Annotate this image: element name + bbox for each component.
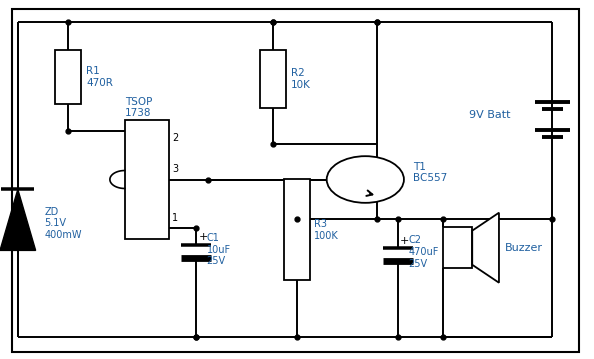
Circle shape [327,156,404,203]
Polygon shape [472,213,499,283]
Bar [125,120,169,239]
Bar [260,50,286,108]
Polygon shape [0,190,36,251]
Text: Buzzer: Buzzer [505,243,543,253]
Bar [443,227,472,269]
Text: T1
BC557: T1 BC557 [413,162,447,183]
Text: ZD
5.1V
400mW: ZD 5.1V 400mW [45,207,82,240]
Text: R3
100K: R3 100K [314,219,339,241]
Text: C2
470uF
25V: C2 470uF 25V [409,236,439,269]
Text: +: + [199,232,208,242]
Text: C1
10uF
25V: C1 10uF 25V [207,233,231,266]
Text: +: + [400,236,409,246]
Bar [284,180,310,280]
Text: 9V Batt: 9V Batt [469,110,511,120]
Bar [55,50,81,104]
Text: TSOP
1738: TSOP 1738 [125,97,152,118]
Text: 1: 1 [172,213,178,223]
Text: R2
10K: R2 10K [291,68,311,90]
Text: R1
470R: R1 470R [86,66,113,88]
Text: 2: 2 [172,133,179,143]
Text: 3: 3 [172,164,178,174]
